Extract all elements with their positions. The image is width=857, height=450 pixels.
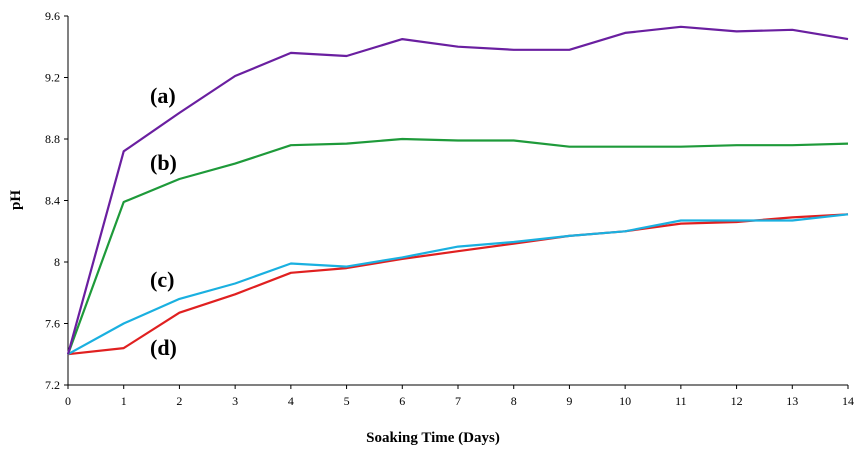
series-lines	[66, 25, 849, 356]
y-tick-label: 9.6	[45, 9, 60, 23]
x-tick-label: 4	[288, 394, 294, 408]
x-tick-label: 14	[842, 394, 854, 408]
x-axis-ticks: 0 1 2 3 4 5 6 7 8 9 10 11 12 13 14	[65, 385, 854, 408]
series-label-d: (d)	[150, 335, 177, 360]
y-tick-label: 8.4	[45, 194, 60, 208]
y-tick-label: 7.6	[45, 317, 60, 331]
x-tick-label: 12	[731, 394, 743, 408]
x-axis-title: Soaking Time (Days)	[366, 430, 500, 446]
x-tick-label: 0	[65, 394, 71, 408]
x-tick-label: 11	[675, 394, 687, 408]
x-tick-label: 3	[232, 394, 238, 408]
x-tick-label: 9	[566, 394, 572, 408]
y-tick-label: 7.2	[45, 378, 60, 392]
y-axis-ticks: 7.2 7.6 8 8.4 8.8 9.2 9.6	[45, 9, 68, 392]
series-line-b	[66, 137, 849, 355]
series-line-d	[67, 213, 849, 356]
y-axis-title: pH	[8, 190, 24, 210]
series-line-c	[67, 213, 849, 356]
x-tick-label: 1	[121, 394, 127, 408]
x-tick-label: 13	[786, 394, 798, 408]
x-tick-label: 8	[511, 394, 517, 408]
series-labels: (a) (b) (c) (d)	[150, 83, 177, 360]
y-tick-label: 8	[54, 255, 60, 269]
x-tick-label: 6	[399, 394, 405, 408]
series-label-a: (a)	[150, 83, 176, 108]
y-tick-label: 9.2	[45, 71, 60, 85]
series-label-b: (b)	[150, 150, 177, 175]
series-label-c: (c)	[150, 267, 174, 292]
x-tick-label: 2	[176, 394, 182, 408]
x-tick-label: 5	[344, 394, 350, 408]
plot-area	[67, 16, 848, 386]
x-tick-label: 10	[619, 394, 631, 408]
x-tick-label: 7	[455, 394, 461, 408]
y-tick-label: 8.8	[45, 132, 60, 146]
series-line-a	[66, 25, 849, 355]
